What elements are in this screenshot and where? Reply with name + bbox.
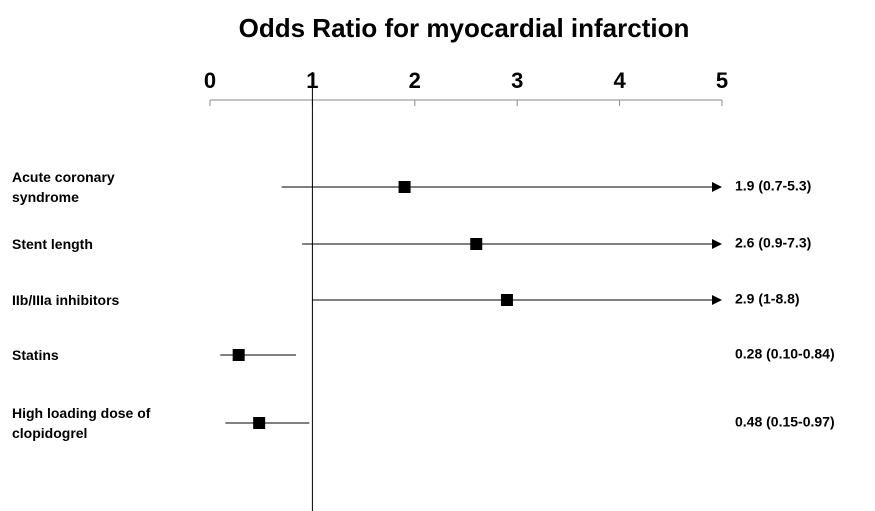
value-label: 2.6 (0.9-7.3) — [735, 235, 811, 251]
point-estimate — [470, 238, 483, 250]
category-label: IIb/IIIa inhibitors — [12, 292, 120, 308]
x-tick-label: 5 — [716, 68, 728, 93]
value-label: 0.48 (0.15-0.97) — [735, 414, 835, 430]
category-label: High loading dose of clopidogrel — [12, 405, 151, 441]
value-label: 0.28 (0.10-0.84) — [735, 346, 835, 362]
point-estimate — [253, 417, 266, 429]
category-label: Acute coronary syndrome — [12, 169, 115, 205]
value-label: 2.9 (1-8.8) — [735, 291, 800, 307]
x-tick-label: 3 — [511, 68, 523, 93]
point-estimate — [398, 181, 411, 193]
ci-arrow — [712, 182, 722, 192]
x-tick-label: 2 — [409, 68, 421, 93]
ci-arrow — [712, 295, 722, 305]
ci-arrow — [712, 239, 722, 249]
category-label: Stent length — [12, 236, 93, 252]
value-label: 1.9 (0.7-5.3) — [735, 178, 811, 194]
point-estimate — [500, 294, 513, 306]
point-estimate — [232, 349, 245, 361]
chart-title: Odds Ratio for myocardial infarction — [239, 13, 690, 43]
x-tick-label: 4 — [613, 68, 626, 93]
category-label: Statins — [12, 347, 59, 363]
x-tick-label: 0 — [204, 68, 216, 93]
